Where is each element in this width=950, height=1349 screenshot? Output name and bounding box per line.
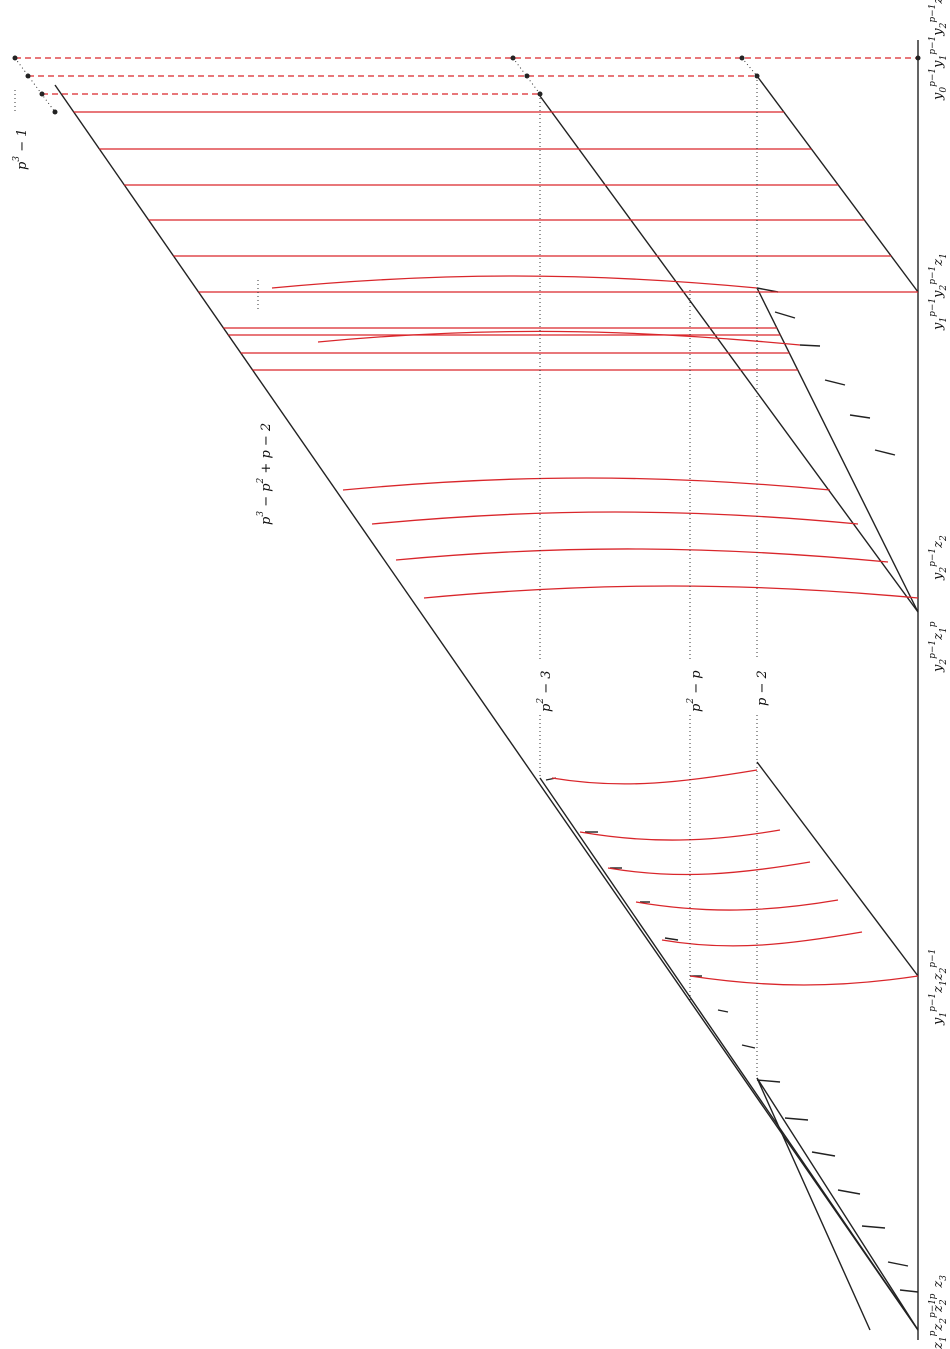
axis-label-y2z1p: y2p−1z1p xyxy=(928,621,949,673)
svg-text:z2pz3: z2pz3 xyxy=(928,1275,949,1313)
annotation-p2-p: p2 − p xyxy=(686,670,704,712)
axis-label-z1z2: z1pz2p−1 xyxy=(928,1299,949,1349)
annotation-p3-1: p3 − 1 xyxy=(12,129,30,171)
upper-tick-3 xyxy=(824,379,846,386)
band-ticks xyxy=(545,287,919,1293)
svg-text:p − 2: p − 2 xyxy=(755,670,770,706)
lower-curve-4 xyxy=(661,931,863,947)
dotted-guides xyxy=(14,57,758,1078)
svg-text:z1pz2p−1: z1pz2p−1 xyxy=(928,1299,949,1349)
lower-tick-1 xyxy=(784,1117,809,1121)
red-curves xyxy=(271,275,919,986)
diagonal-lines xyxy=(54,75,919,1331)
annotation-p2-3: p2 − 3 xyxy=(536,671,554,713)
svg-text:y1p−1z1z2p−1: y1p−1z1z2p−1 xyxy=(928,949,949,1026)
upper-tick-5 xyxy=(874,449,896,456)
lower-curve-3 xyxy=(635,899,839,911)
upper-tick-2 xyxy=(799,344,821,347)
middle-tick-6 xyxy=(717,1009,729,1013)
lower-tick-5 xyxy=(887,1261,909,1267)
middle-tick-4 xyxy=(664,937,679,941)
annotation-p3-p2-p-2: p3 − p2 + p − 2 xyxy=(256,423,274,525)
svg-text:y1p−1y2p−1z1: y1p−1y2p−1z1 xyxy=(928,253,949,331)
axis-label-z2z3: z2pz3 xyxy=(928,1275,949,1313)
lower-tick-4 xyxy=(861,1225,886,1229)
lower-curve-0 xyxy=(551,769,758,785)
upper-curve-5 xyxy=(423,585,919,599)
lower-curve-1 xyxy=(579,829,781,841)
upper-tick-1 xyxy=(774,311,796,319)
lower-tick-2 xyxy=(811,1151,836,1157)
middle-tick-7 xyxy=(741,1044,756,1049)
axis-label-y1z1z2: y1p−1z1z2p−1 xyxy=(928,949,949,1026)
endpoint-dots xyxy=(12,55,921,115)
upper-tick-0 xyxy=(756,287,779,293)
axis-label-y0y1y2z0: y0p−1y1p−1y2p−1z0 xyxy=(928,0,949,101)
axis-label-y2z2: y2p−1z2 xyxy=(928,535,949,581)
lower-tick-3 xyxy=(837,1189,861,1195)
upper-curve-1 xyxy=(317,330,801,346)
svg-text:y0p−1y1p−1y2p−1z0: y0p−1y1p−1y2p−1z0 xyxy=(928,0,949,101)
lower-tick-0 xyxy=(756,1079,781,1083)
svg-text:y2p−1z2: y2p−1z2 xyxy=(928,535,949,581)
upper-curve-2 xyxy=(342,477,831,491)
lower-tick-6 xyxy=(899,1289,919,1293)
red-lines xyxy=(73,111,918,371)
annotation-p-2: p − 2 xyxy=(755,670,770,706)
lower-curve-2 xyxy=(607,861,811,876)
axis-label-y1y2z1: y1p−1y2p−1z1 xyxy=(928,253,949,331)
red-dashed-lines xyxy=(15,57,918,95)
svg-text:p2 − 3: p2 − 3 xyxy=(536,671,554,713)
upper-curve-3 xyxy=(371,511,859,525)
svg-text:y2p−1z1p: y2p−1z1p xyxy=(928,621,949,673)
upper-tick-4 xyxy=(849,414,871,419)
upper-curve-4 xyxy=(395,548,889,563)
svg-text:p2 − p: p2 − p xyxy=(686,670,704,712)
lower-curve-5 xyxy=(689,975,919,986)
svg-text:p3 − 1: p3 − 1 xyxy=(12,129,30,171)
upper-curve-0 xyxy=(271,275,758,289)
svg-text:p3 − p2 + p − 2: p3 − p2 + p − 2 xyxy=(256,423,274,525)
